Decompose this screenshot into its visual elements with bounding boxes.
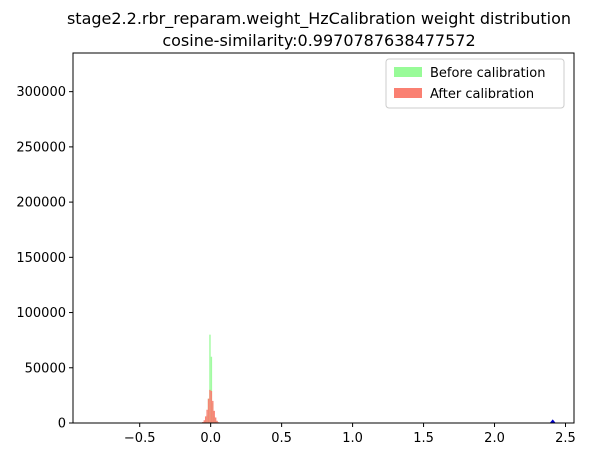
outlier-marker-group [549, 419, 556, 423]
bar-series-1-bin-5 [209, 334, 211, 423]
y-tick-label: 200000 [16, 196, 66, 211]
x-tick-label: 2.0 [484, 431, 505, 446]
chart-subtitle: cosine-similarity:0.9970787638477572 [162, 31, 475, 50]
bar-series-2-bin-7 [209, 389, 211, 423]
bar-series-1-bin-6 [210, 356, 213, 423]
x-tick-label: 1.0 [342, 431, 363, 446]
legend-label-2: After calibration [430, 87, 534, 102]
y-tick-label: 0 [58, 417, 66, 432]
histogram-bars [200, 334, 221, 423]
bar-series-2-bin-5 [206, 409, 208, 423]
x-tick-label: 1.5 [413, 431, 434, 446]
x-tick-label: 0.5 [271, 431, 292, 446]
bar-series-2-bin-3 [203, 420, 205, 423]
y-axis: 0 50000 100000 150000 200000 250000 300000 [16, 85, 73, 432]
plot-frame [72, 52, 575, 424]
y-tick-label: 100000 [16, 306, 66, 321]
legend-box [385, 58, 565, 109]
legend-label-1: Before calibration [430, 66, 545, 81]
bar-series-2-bin-9 [212, 400, 214, 423]
x-tick-label: 2.5 [555, 431, 576, 446]
y-tick-label: 150000 [16, 251, 66, 266]
bar-series-2-bin-11 [214, 417, 217, 423]
bar-series-2-bin-12 [216, 420, 218, 423]
bar-series-2-bin-4 [204, 416, 207, 423]
legend-swatch-1 [394, 67, 422, 77]
y-tick-label: 50000 [25, 361, 66, 376]
y-tick-label: 250000 [16, 140, 66, 155]
legend-swatch-2 [394, 88, 422, 98]
bar-series-2-bin-10 [213, 410, 215, 423]
legend: Before calibration After calibration [385, 58, 565, 109]
y-tick-label: 300000 [16, 85, 66, 100]
x-tick-label: −0.5 [124, 431, 156, 446]
chart-title: stage2.2.rbr_reparam.weight_HzCalibratio… [67, 9, 571, 29]
bar-series-2-bin-8 [210, 390, 213, 423]
outlier-marker [549, 419, 556, 423]
x-tick-label: 0.0 [200, 431, 221, 446]
x-axis: −0.5 0.0 0.5 1.0 1.5 2.0 2.5 [124, 423, 576, 446]
bar-series-2-bin-6 [207, 398, 210, 423]
